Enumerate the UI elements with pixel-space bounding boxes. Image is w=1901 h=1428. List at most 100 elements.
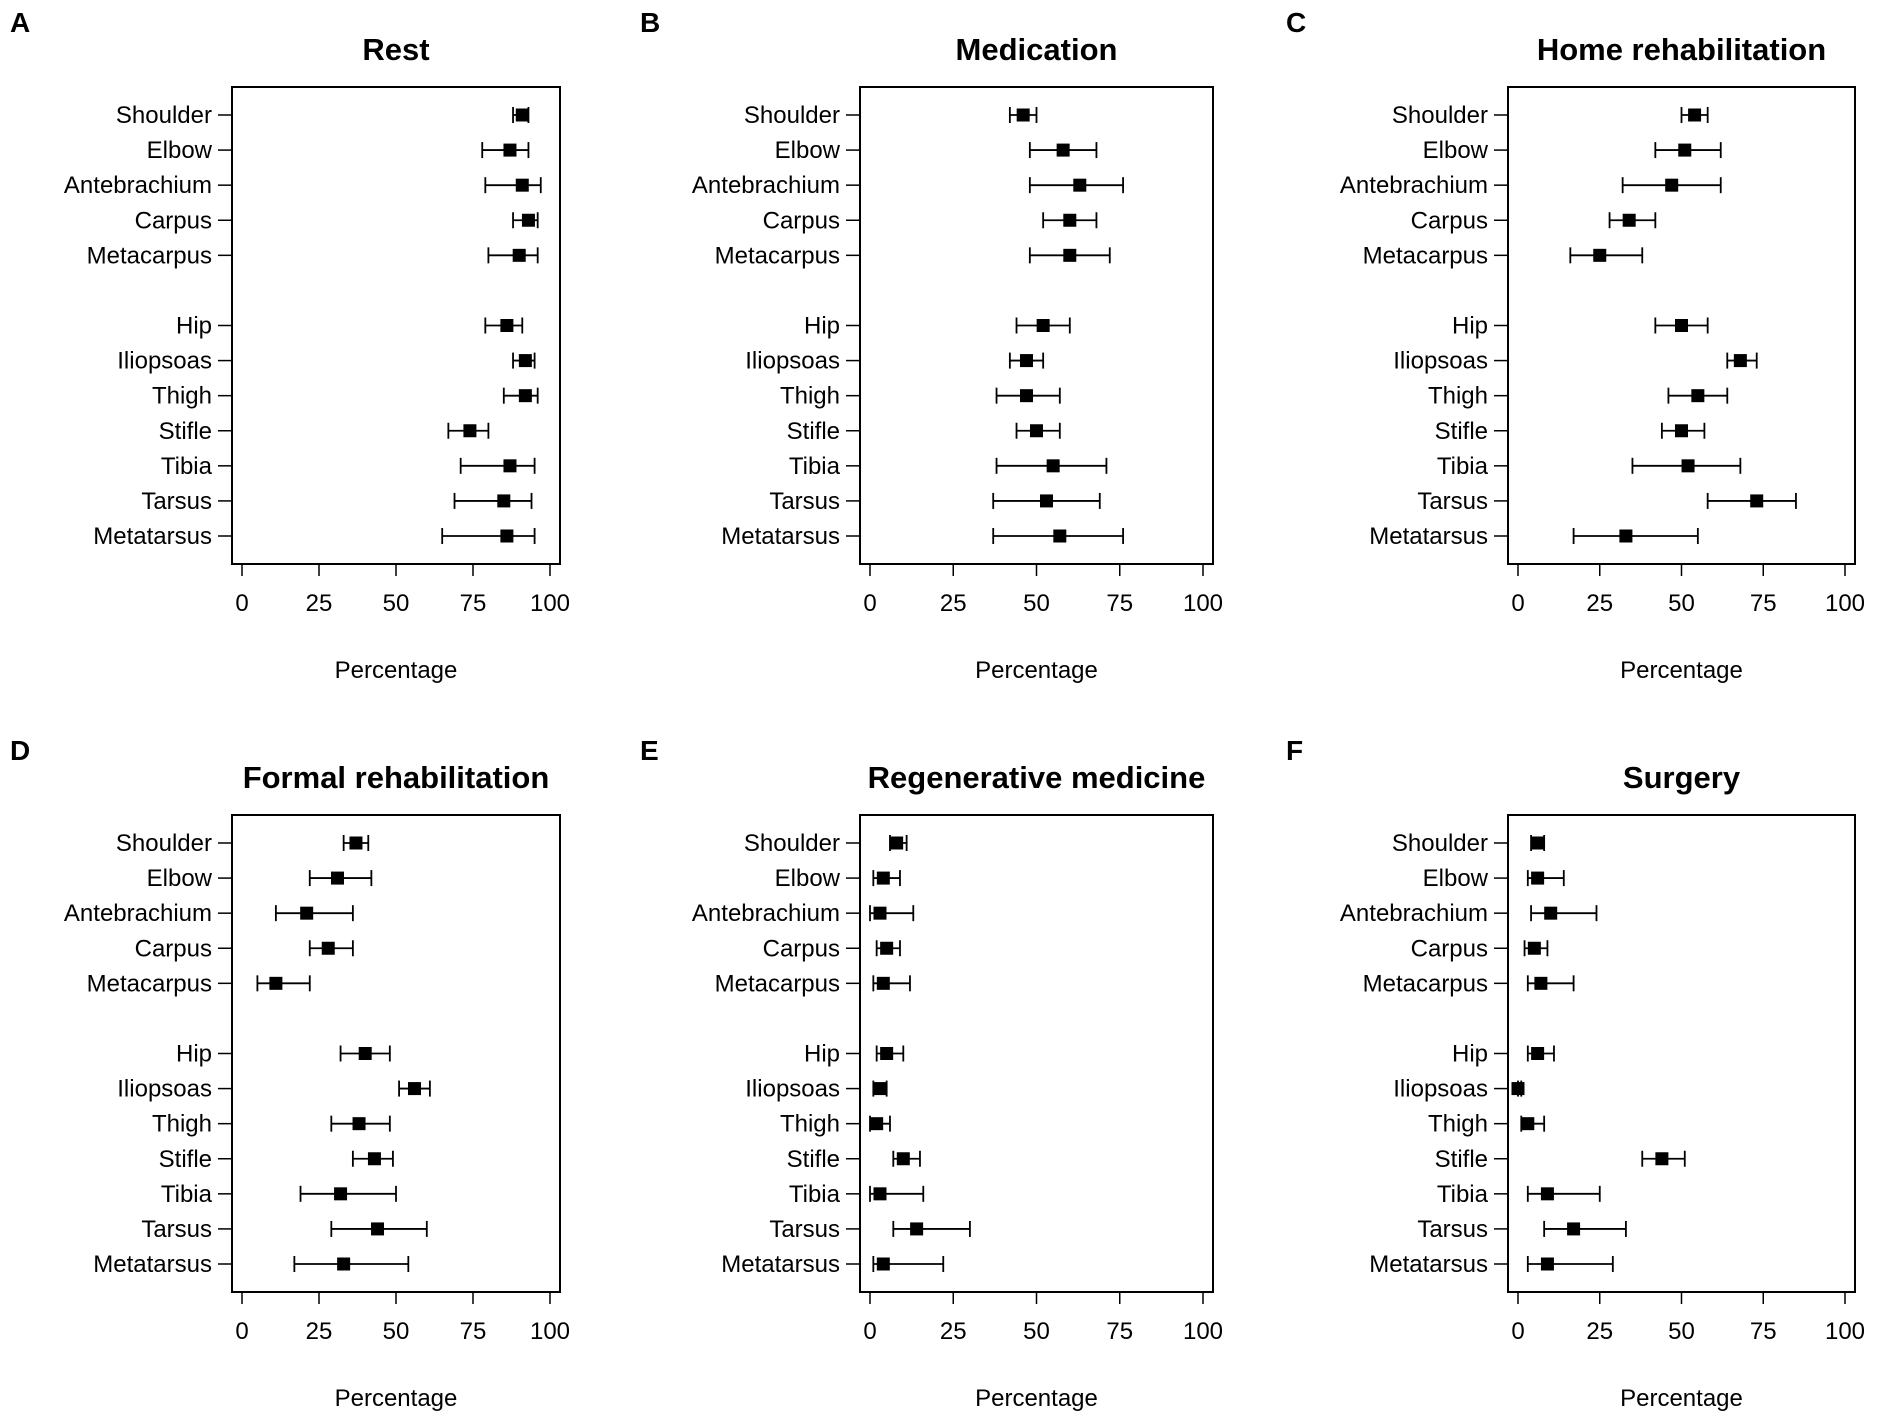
estimate-point [503, 459, 517, 473]
panel-title: Rest [362, 32, 429, 67]
estimate-point [407, 1082, 421, 1096]
panel-title: Regenerative medicine [868, 760, 1206, 795]
estimate-point [349, 836, 363, 850]
x-axis-label: Percentage [975, 1385, 1098, 1412]
estimate-point [1016, 108, 1030, 122]
category-label: Metacarpus [715, 242, 840, 269]
estimate-point [1531, 1047, 1545, 1060]
panel-f: F Surgery Shoulder Elbow Antebrachium Carpus M… [1286, 735, 1865, 1412]
category-label: Carpus [763, 935, 840, 962]
panel-b: B Medication Shoulder Elbow Antebrachium Carp… [640, 7, 1223, 684]
estimate-point [1733, 354, 1747, 368]
panel-title: Surgery [1623, 760, 1741, 795]
estimate-point [1511, 1082, 1525, 1096]
category-label: Antebrachium [1340, 172, 1488, 199]
estimate-point [890, 836, 904, 850]
category-label: Antebrachium [64, 172, 212, 199]
category-label: Hip [1452, 1041, 1488, 1068]
estimate-point [880, 1047, 894, 1060]
plot-frame [231, 814, 561, 1293]
category-label: Hip [176, 313, 212, 340]
estimate-point [1681, 459, 1695, 473]
x-tick-label: 75 [460, 1318, 487, 1345]
category-label: Elbow [147, 865, 213, 892]
x-tick-label: 75 [1750, 590, 1777, 617]
estimate-point [521, 213, 535, 227]
category-label: Tarsus [141, 1216, 212, 1243]
estimate-point [512, 248, 526, 262]
category-label: Shoulder [744, 830, 840, 857]
category-label: Shoulder [744, 102, 840, 129]
estimate-point [1063, 213, 1077, 227]
x-tick-label: 50 [1668, 1318, 1695, 1345]
estimate-point [518, 389, 532, 403]
category-label: Metacarpus [1363, 970, 1488, 997]
panel-a: A Rest Shoulder Elbow Antebrachium Carpus Meta… [10, 7, 570, 684]
panel-letter: B [640, 7, 660, 38]
panel-title: Formal rehabilitation [243, 760, 550, 795]
estimate-point [515, 178, 529, 192]
estimate-point [321, 941, 335, 955]
estimate-point [1046, 459, 1060, 473]
x-tick-label: 50 [1023, 1318, 1050, 1345]
estimate-point [500, 529, 514, 543]
x-tick-label: 100 [1825, 1318, 1865, 1345]
category-label: Metacarpus [87, 242, 212, 269]
panel-letter: E [640, 735, 659, 766]
x-tick-label: 25 [306, 590, 333, 617]
category-label: Shoulder [116, 830, 212, 857]
estimate-point [337, 1257, 351, 1271]
estimate-point [1678, 143, 1692, 157]
category-label: Thigh [1428, 1111, 1488, 1138]
x-tick-label: 50 [1023, 590, 1050, 617]
category-label: Elbow [1423, 137, 1489, 164]
estimate-point [518, 354, 532, 368]
category-label: Metatarsus [721, 1251, 840, 1278]
estimate-point [1675, 424, 1688, 438]
estimate-point [1527, 941, 1541, 955]
estimate-point [269, 976, 283, 990]
x-tick-label: 0 [863, 1318, 876, 1345]
x-tick-label: 75 [460, 590, 487, 617]
panel-title: Home rehabilitation [1537, 32, 1826, 67]
category-label: Stifle [159, 418, 212, 445]
category-label: Carpus [1411, 207, 1488, 234]
x-tick-label: 0 [1511, 1318, 1524, 1345]
category-label: Elbow [147, 137, 213, 164]
estimate-point [371, 1222, 385, 1236]
x-tick-label: 25 [940, 1318, 967, 1345]
x-tick-label: 100 [1825, 590, 1865, 617]
estimate-point [1675, 319, 1688, 332]
category-label: Shoulder [1392, 102, 1488, 129]
x-axis-label: Percentage [335, 1385, 458, 1412]
x-tick-label: 25 [940, 590, 967, 617]
category-label: Metatarsus [1369, 523, 1488, 550]
estimate-point [1056, 143, 1070, 157]
category-label: Hip [1452, 313, 1488, 340]
category-label: Elbow [1423, 865, 1489, 892]
estimate-point [876, 976, 890, 990]
category-label: Antebrachium [1340, 900, 1488, 927]
estimate-point [334, 1187, 348, 1201]
category-label: Tarsus [1417, 488, 1488, 515]
x-axis-label: Percentage [335, 657, 458, 684]
x-axis-label: Percentage [1620, 1385, 1743, 1412]
x-tick-label: 75 [1106, 590, 1133, 617]
estimate-point [1036, 319, 1050, 332]
category-label: Stifle [787, 1146, 840, 1173]
estimate-point [1655, 1152, 1669, 1166]
x-tick-label: 50 [383, 1318, 410, 1345]
category-label: Carpus [763, 207, 840, 234]
category-label: Iliopsoas [117, 1076, 212, 1103]
estimate-point [1020, 354, 1034, 368]
x-tick-label: 50 [383, 590, 410, 617]
estimate-point [1053, 529, 1067, 543]
x-tick-label: 25 [306, 1318, 333, 1345]
panel-title: Medication [956, 32, 1118, 67]
estimate-point [300, 906, 314, 920]
x-tick-label: 25 [1586, 590, 1613, 617]
estimate-point [1750, 494, 1764, 508]
x-tick-label: 100 [530, 1318, 570, 1345]
category-label: Metatarsus [1369, 1251, 1488, 1278]
estimate-point [1531, 836, 1545, 850]
